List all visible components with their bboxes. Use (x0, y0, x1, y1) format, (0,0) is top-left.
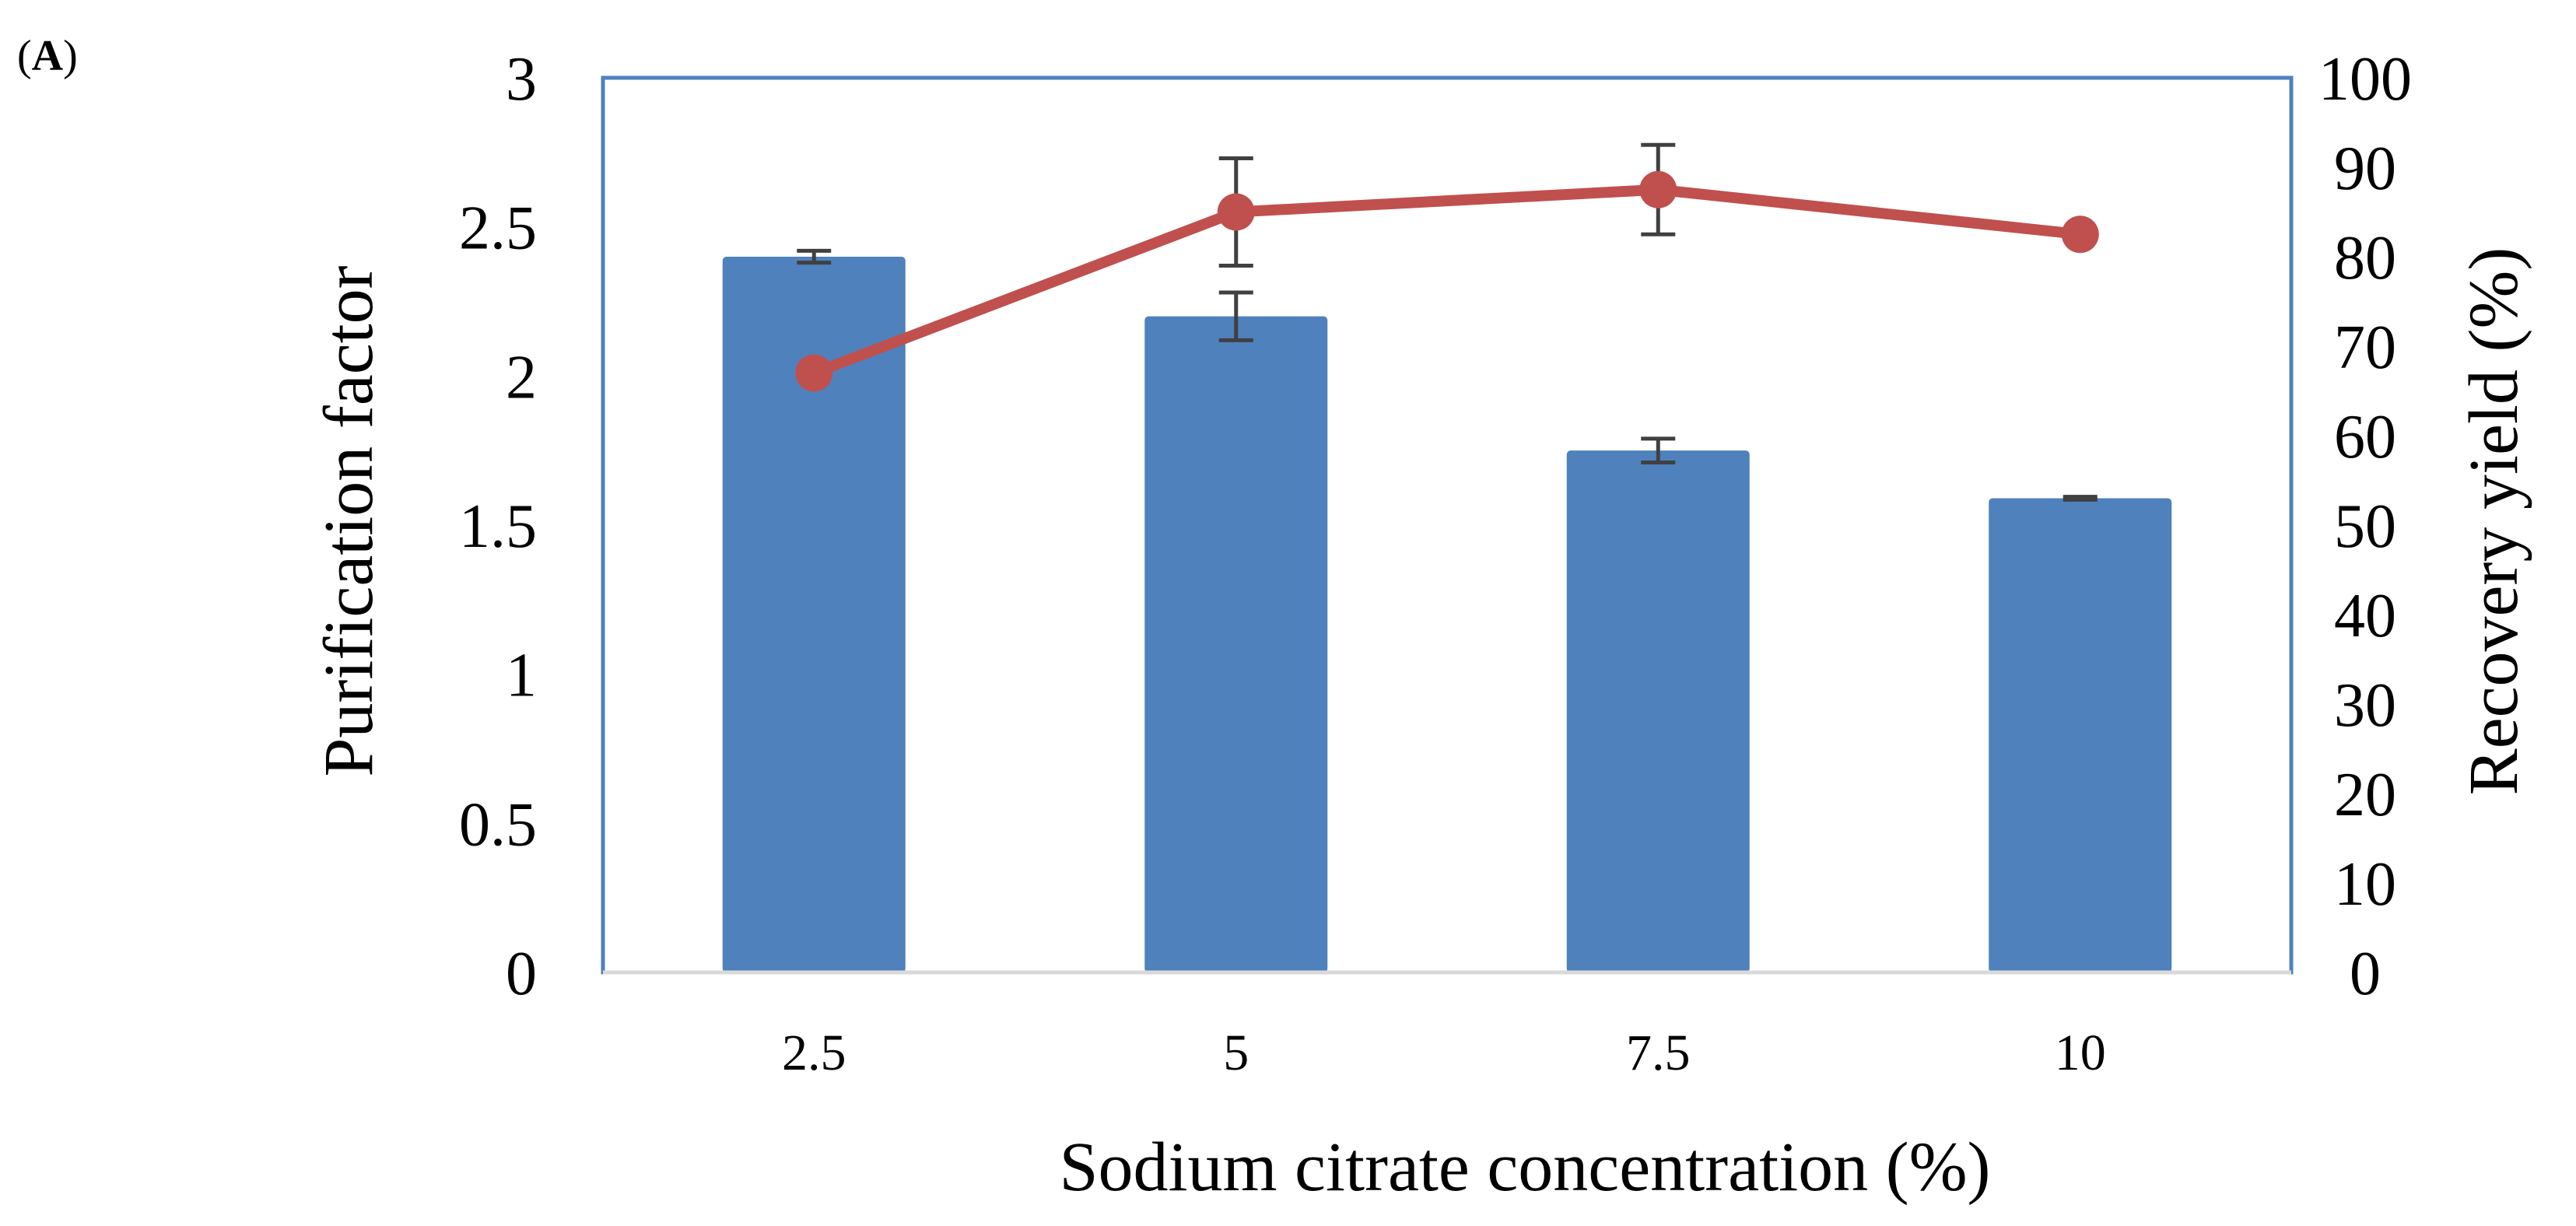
recovery-yield-line (811, 184, 2081, 379)
x-tick-label: 5 (1223, 1025, 1249, 1081)
y-tick-label-right: 50 (2334, 492, 2396, 561)
y-tick-label-right: 0 (2350, 940, 2381, 1008)
y-tick-label-left: 2.5 (459, 194, 537, 263)
y-tick-label-left: 0 (506, 940, 537, 1008)
bar (1566, 450, 1750, 972)
y-tick-label-right: 30 (2334, 671, 2396, 740)
recovery-yield-point (1639, 170, 1677, 208)
bar (1144, 316, 1328, 973)
x-tick-label: 2.5 (782, 1025, 846, 1081)
recovery-yield-point (2061, 215, 2099, 254)
y-tick-label-right: 70 (2334, 314, 2396, 382)
x-tick-label: 10 (2055, 1025, 2106, 1081)
bar (722, 257, 906, 972)
x-axis-title: Sodium citrate concentration (%) (1059, 1129, 1990, 1206)
y-axis-title-left: Purification factor (310, 265, 387, 776)
recovery-yield-point (1217, 193, 1255, 231)
bar (1989, 498, 2172, 972)
y-tick-label-right: 80 (2334, 224, 2396, 292)
y-tick-label-right: 10 (2334, 850, 2396, 919)
recovery-yield-point (795, 354, 833, 392)
y-tick-label-left: 0.5 (459, 790, 537, 859)
y-tick-label-right: 100 (2318, 45, 2412, 114)
y-tick-label-left: 3 (506, 45, 537, 114)
y-tick-label-right: 60 (2334, 403, 2396, 471)
y-tick-label-left: 2 (506, 343, 537, 412)
y-tick-label-right: 40 (2334, 582, 2396, 650)
y-tick-label-right: 20 (2334, 761, 2396, 829)
x-tick-label: 7.5 (1626, 1025, 1691, 1081)
panel-label: (A) (17, 32, 78, 80)
y-tick-label-left: 1 (506, 642, 537, 710)
y-axis-title-right: Recovery yield (%) (2455, 247, 2532, 796)
y-tick-label-left: 1.5 (459, 492, 537, 561)
y-tick-label-right: 90 (2334, 135, 2396, 203)
